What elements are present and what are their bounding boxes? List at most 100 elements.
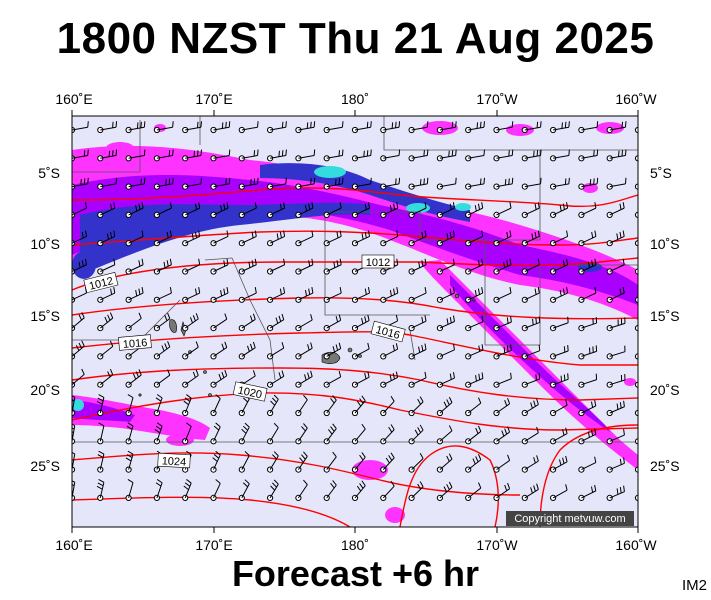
wind-barb xyxy=(323,423,337,445)
wind-barb xyxy=(210,422,221,445)
wind-barb xyxy=(578,287,597,303)
wind-barb xyxy=(153,121,174,134)
wind-barb xyxy=(238,258,257,275)
wind-barb xyxy=(436,372,455,388)
wind-barb xyxy=(267,202,286,218)
wind-barb xyxy=(408,481,424,501)
wind-barb xyxy=(238,230,257,247)
wind-barb xyxy=(606,457,625,473)
wind-barb xyxy=(634,268,638,275)
wind-barb xyxy=(634,211,638,218)
wind-barb xyxy=(210,258,229,275)
wind-barb xyxy=(521,455,539,473)
wind-barb xyxy=(182,202,201,218)
wind-barb xyxy=(465,230,484,247)
wind-barb xyxy=(634,183,638,190)
wind-barb xyxy=(238,313,256,332)
wind-barb xyxy=(465,121,485,134)
wind-barb xyxy=(153,149,174,162)
wind-barb xyxy=(408,315,427,332)
wind-barb xyxy=(550,202,569,218)
bottom-tick-label: 170˚E xyxy=(195,537,232,553)
wind-barb xyxy=(408,202,427,218)
wind-barb xyxy=(465,315,484,332)
wind-barb xyxy=(606,230,625,247)
wind-barb xyxy=(267,342,285,360)
image-code: IM2 xyxy=(681,577,707,594)
wind-barb xyxy=(578,373,598,388)
wind-barb xyxy=(465,177,485,190)
wind-barb xyxy=(182,369,199,388)
wind-barb xyxy=(238,202,257,218)
wind-barbs xyxy=(72,121,638,501)
wind-barb xyxy=(125,202,144,218)
wind-barb xyxy=(351,314,370,332)
wind-barb xyxy=(521,344,541,360)
wind-barb xyxy=(493,177,514,190)
wind-barb xyxy=(634,155,638,162)
left-tick-label: 5˚S xyxy=(38,165,60,181)
wind-barb xyxy=(493,344,512,360)
isobar-label: 1016 xyxy=(122,337,147,351)
wind-barb xyxy=(493,121,514,134)
wind-barb xyxy=(267,121,287,134)
right-tick-label: 5˚S xyxy=(650,165,672,181)
wind-barb xyxy=(125,369,142,388)
wind-barb xyxy=(210,149,231,162)
wind-barb xyxy=(465,258,484,275)
wind-barb xyxy=(465,372,484,388)
bottom-tick-label: 160˚E xyxy=(55,537,92,553)
wind-barb xyxy=(521,258,540,275)
wind-barb xyxy=(267,370,285,388)
wind-barb xyxy=(465,287,484,303)
wind-barb xyxy=(578,428,597,445)
wind-barb xyxy=(465,482,482,501)
forecast-label: Forecast +6 hr xyxy=(231,553,480,594)
wind-barb xyxy=(238,394,250,417)
wind-barb xyxy=(323,149,344,162)
wind-barb xyxy=(493,230,512,247)
wind-barb xyxy=(521,121,542,134)
wind-barb xyxy=(125,312,142,332)
wind-barb xyxy=(125,422,134,445)
wind-barb xyxy=(125,149,146,162)
wind-barb xyxy=(153,394,163,417)
wind-barb xyxy=(380,230,399,247)
wind-barb xyxy=(267,313,285,332)
wind-barb xyxy=(295,258,314,275)
wind-barb xyxy=(97,258,116,275)
wind-barb xyxy=(493,454,511,473)
wind-barb xyxy=(351,342,370,360)
wind-barb xyxy=(380,424,395,445)
wind-barb xyxy=(125,177,146,190)
wind-barb xyxy=(578,345,598,360)
left-tick-label: 20˚S xyxy=(30,382,60,398)
wind-barb xyxy=(550,121,570,134)
wind-barb xyxy=(182,422,192,445)
wind-barb xyxy=(153,287,172,303)
wind-barb xyxy=(634,494,638,501)
wind-barb xyxy=(182,341,199,360)
wind-barb xyxy=(634,466,638,473)
wind-barb xyxy=(493,287,512,303)
wind-barb xyxy=(97,202,116,218)
wind-barb xyxy=(408,258,427,275)
right-tick-label: 10˚S xyxy=(650,236,680,252)
wind-barb xyxy=(153,369,171,388)
wind-barb xyxy=(550,258,569,275)
wind-barb xyxy=(323,121,344,134)
wind-barb xyxy=(493,482,511,501)
wind-barb xyxy=(436,287,455,303)
wind-barb xyxy=(380,149,401,162)
wind-barb xyxy=(606,400,625,417)
wind-barb xyxy=(493,202,512,218)
wind-barb xyxy=(238,177,259,190)
wind-barb xyxy=(380,480,395,501)
wind-barb xyxy=(295,394,308,417)
wind-barb xyxy=(606,121,627,134)
wind-barb xyxy=(97,149,118,162)
wind-barb xyxy=(323,395,337,417)
wind-barb xyxy=(295,202,314,218)
wind-barb xyxy=(97,450,105,473)
wind-barb xyxy=(238,479,250,501)
